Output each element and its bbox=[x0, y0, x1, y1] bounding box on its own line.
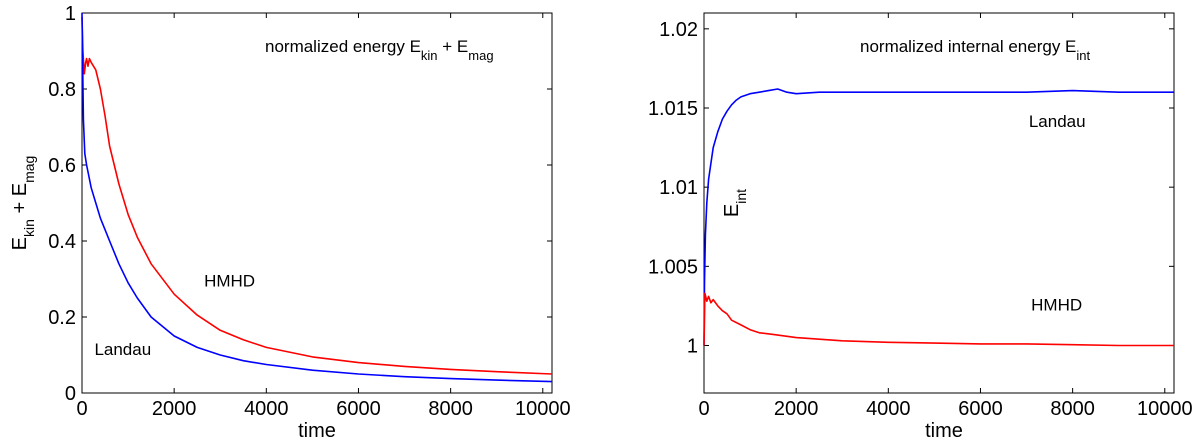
y-axis-label: Ekin + Emag bbox=[9, 156, 37, 251]
x-tick-label: 10000 bbox=[1137, 398, 1193, 420]
series-line-landau bbox=[81, 12, 553, 383]
y-tick-label: 1.02 bbox=[659, 19, 698, 41]
x-tick-label: 0 bbox=[698, 398, 709, 420]
plot-frame bbox=[81, 12, 553, 394]
x-tick-label: 2000 bbox=[774, 398, 819, 420]
y-tick-label: 0.6 bbox=[48, 155, 76, 177]
series-group bbox=[81, 12, 553, 383]
annotations: HMHD Landau bbox=[94, 272, 255, 359]
x-ticks: 0 2000 4000 6000 8000 10000 bbox=[698, 13, 1193, 420]
chart-title: normalized internal energy Eint bbox=[860, 37, 1091, 63]
plot-frame bbox=[703, 12, 1175, 394]
series-group bbox=[703, 88, 1174, 347]
annotation-label: Landau bbox=[94, 340, 151, 359]
annotation-label: HMHD bbox=[1031, 296, 1082, 315]
energy-chart: 0 2000 4000 6000 8000 10000 0 0.2 0.4 0.6 0.8 1 HM… bbox=[9, 3, 571, 442]
x-tick-label: 8000 bbox=[428, 398, 473, 420]
x-tick-label: 2000 bbox=[152, 398, 197, 420]
x-axis-label: time bbox=[925, 420, 963, 442]
annotations: Landau HMHD bbox=[1029, 112, 1086, 315]
chart-title: normalized energy Ekin + Emag bbox=[265, 37, 494, 63]
y-tick-label: 1.01 bbox=[659, 177, 698, 199]
x-tick-label: 6000 bbox=[336, 398, 381, 420]
y-tick-label: 0.2 bbox=[48, 307, 76, 329]
side-label: Eint bbox=[721, 189, 749, 217]
y-tick-label: 1.015 bbox=[648, 98, 698, 120]
x-tick-label: 4000 bbox=[866, 398, 911, 420]
series-line-landau bbox=[703, 88, 1174, 346]
series-line-hmhd bbox=[81, 16, 553, 375]
annotation-label: Landau bbox=[1029, 112, 1086, 131]
annotation-label: HMHD bbox=[204, 272, 255, 291]
y-tick-label: 1.005 bbox=[648, 256, 698, 278]
x-axis-label: time bbox=[298, 420, 336, 442]
internal-energy-chart: 0 2000 4000 6000 8000 10000 1 1.005 1.01 1.015 1.… bbox=[648, 12, 1193, 442]
series-line-hmhd bbox=[703, 292, 1174, 347]
y-tick-label: 0 bbox=[65, 383, 76, 405]
y-ticks: 1 1.005 1.01 1.015 1.02 bbox=[648, 19, 1174, 358]
y-tick-label: 0.8 bbox=[48, 79, 76, 101]
x-tick-label: 0 bbox=[76, 398, 87, 420]
y-tick-label: 1 bbox=[687, 336, 698, 358]
y-tick-label: 0.4 bbox=[48, 231, 76, 253]
x-tick-label: 10000 bbox=[515, 398, 571, 420]
x-tick-label: 6000 bbox=[958, 398, 1003, 420]
y-ticks: 0 0.2 0.4 0.6 0.8 1 bbox=[48, 3, 552, 405]
y-tick-label: 1 bbox=[65, 3, 76, 25]
x-tick-label: 4000 bbox=[244, 398, 289, 420]
x-ticks: 0 2000 4000 6000 8000 10000 bbox=[76, 13, 571, 420]
x-tick-label: 8000 bbox=[1050, 398, 1095, 420]
